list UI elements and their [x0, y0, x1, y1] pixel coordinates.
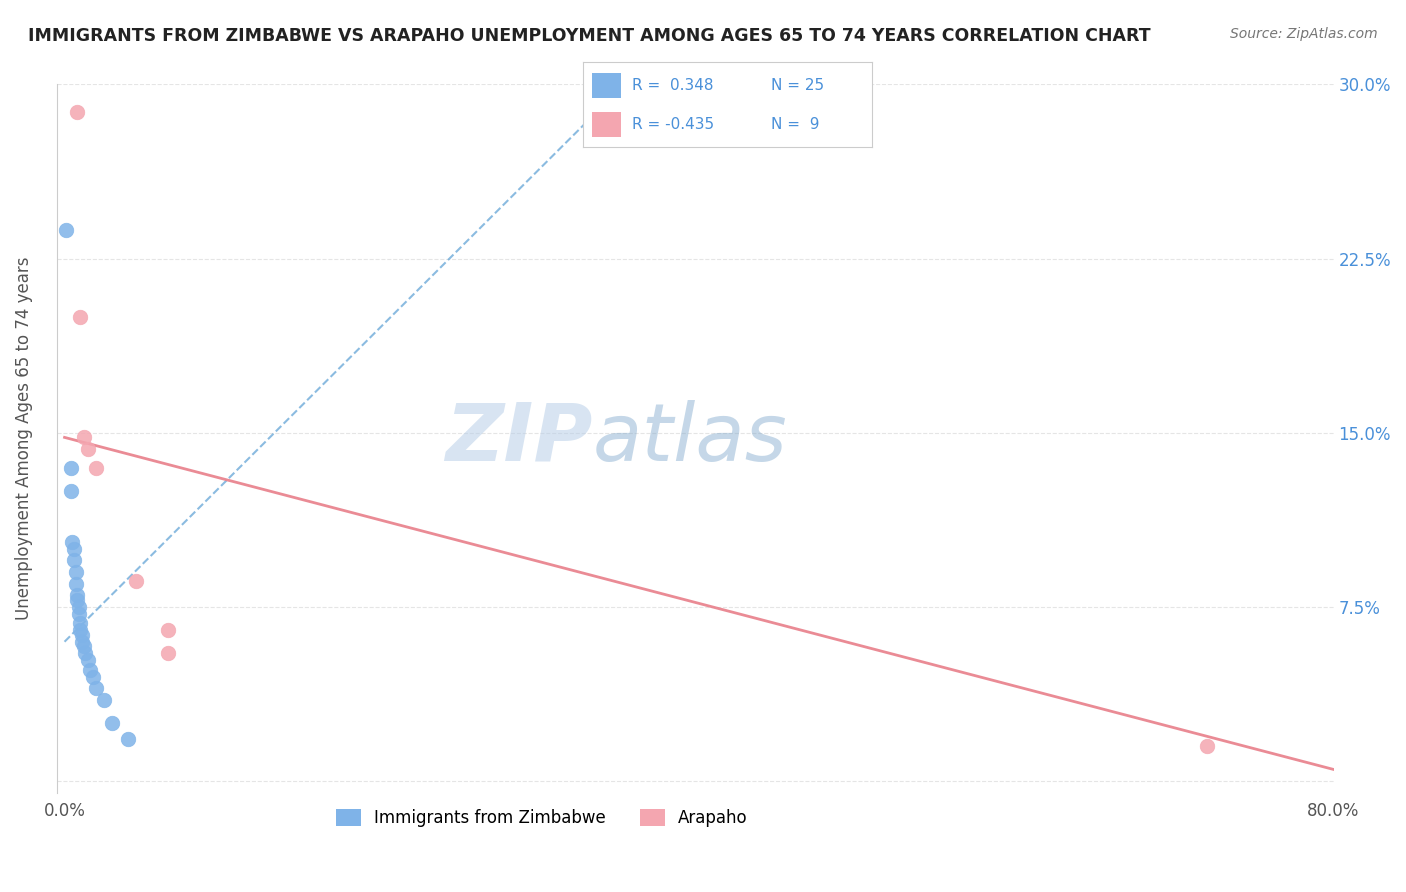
Point [72, 640, 94, 654]
Legend: Immigrants from Zimbabwe, Arapaho: Immigrants from Zimbabwe, Arapaho [329, 803, 754, 834]
Point [93, 692, 115, 706]
Point [63, 541, 86, 556]
Point [84, 681, 107, 695]
Text: atlas: atlas [593, 400, 787, 477]
Point [125, 574, 148, 589]
Text: R =  0.348: R = 0.348 [633, 78, 714, 93]
Text: IMMIGRANTS FROM ZIMBABWE VS ARAPAHO UNEMPLOYMENT AMONG AGES 65 TO 74 YEARS CORRE: IMMIGRANTS FROM ZIMBABWE VS ARAPAHO UNEM… [28, 27, 1150, 45]
Point [77, 442, 100, 456]
Point [65, 576, 87, 591]
Point [65, 565, 87, 579]
Point [1195, 739, 1218, 754]
Point [59, 460, 82, 475]
Point [66, 588, 89, 602]
Point [79, 663, 101, 677]
Point [84, 460, 107, 475]
Point [69, 623, 91, 637]
Point [82, 669, 104, 683]
Point [69, 616, 91, 631]
Point [66, 593, 89, 607]
Point [77, 653, 100, 667]
Point [63, 553, 86, 567]
Text: R = -0.435: R = -0.435 [633, 117, 714, 132]
Y-axis label: Unemployment Among Ages 65 to 74 years: Unemployment Among Ages 65 to 74 years [15, 257, 32, 620]
Point [67, 599, 90, 614]
Point [62, 534, 84, 549]
Point [101, 716, 124, 731]
Text: ZIP: ZIP [446, 400, 593, 477]
Text: Source: ZipAtlas.com: Source: ZipAtlas.com [1230, 27, 1378, 41]
Point [156, 623, 179, 637]
Point [156, 646, 179, 660]
Point [59, 483, 82, 498]
Point [55, 222, 77, 236]
Point [117, 732, 139, 747]
Point [67, 607, 90, 621]
Point [69, 310, 91, 324]
Point [72, 430, 94, 444]
Text: N = 25: N = 25 [770, 78, 824, 93]
Bar [592, 112, 621, 137]
Point [70, 634, 93, 648]
Text: N =  9: N = 9 [770, 117, 820, 132]
Point [66, 105, 89, 120]
Point [70, 628, 93, 642]
Point [75, 646, 97, 660]
Bar [592, 72, 621, 98]
